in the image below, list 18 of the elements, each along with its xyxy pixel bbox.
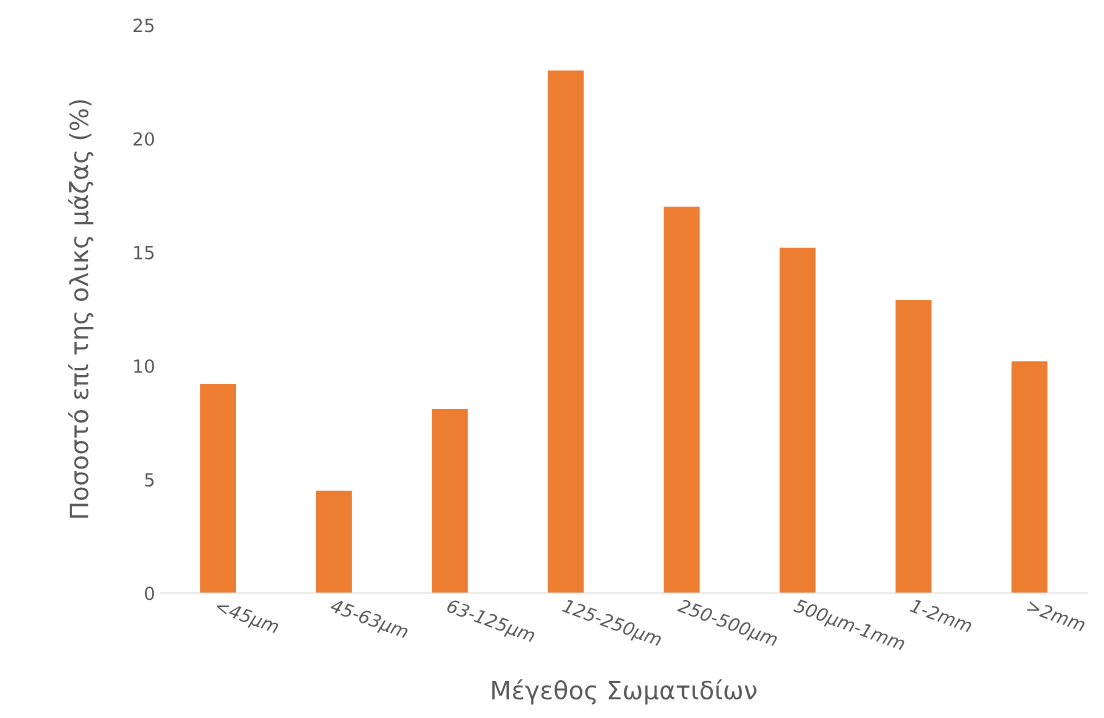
y-tick-label: 20 [133, 132, 155, 146]
x-tick-label: <45μm [213, 599, 280, 637]
y-axis-title: Ποσοστό επί της ολικς μάζας (%) [68, 100, 94, 518]
bar [663, 206, 700, 594]
bar [779, 247, 816, 594]
x-tick-label: >2mm [1026, 598, 1087, 632]
bar [200, 384, 237, 594]
bar [315, 490, 352, 594]
y-tick-label: 0 [144, 586, 155, 601]
y-tick-label: 25 [133, 18, 154, 33]
bar [1011, 361, 1048, 594]
y-tick-label: 10 [134, 359, 155, 374]
y-tick-label: 15 [134, 246, 154, 260]
bar [895, 300, 932, 594]
y-tick-label: 5 [145, 473, 154, 487]
bar [431, 409, 468, 594]
bar [547, 70, 584, 594]
x-axis-title: Μέγεθος Σωματιδίων [492, 679, 757, 705]
